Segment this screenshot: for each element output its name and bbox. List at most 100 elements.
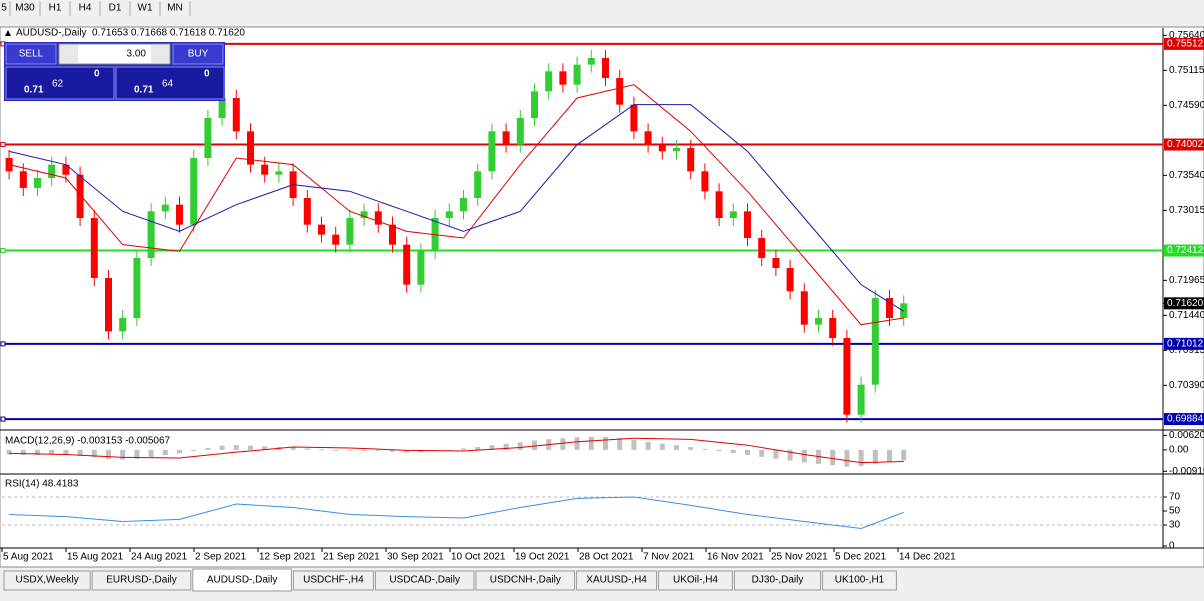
timeframe-button[interactable]: W1 [138,3,153,14]
tab-label[interactable]: UK100-,H1 [835,575,885,586]
candle-body [261,164,269,175]
candle-body [602,58,609,78]
buy-price-big[interactable]: 0.71 [134,85,154,96]
tab-label[interactable]: AUDUSD-,Daily [207,575,278,586]
macd-bar [801,449,807,463]
buy-price-box[interactable] [115,66,225,100]
timeframe-button[interactable]: 5 [1,3,7,14]
sell-price-box[interactable] [5,66,115,100]
timeframe-button[interactable]: H4 [79,3,92,14]
macd-bar [205,447,211,450]
tab[interactable] [658,570,733,591]
macd-bar [901,449,907,461]
tab[interactable] [91,570,192,591]
candle-body [474,171,482,198]
sell-price-big[interactable]: 0.71 [24,85,44,96]
candle-body [658,144,666,152]
macd-bar [77,449,83,456]
candle-body [715,191,723,218]
tab[interactable] [192,568,292,592]
tab[interactable] [475,570,576,591]
macd-bar [716,449,722,452]
candle-body [389,224,396,245]
tab[interactable] [3,570,91,591]
level-label: 0.71012 [1167,339,1204,350]
candle-body [190,158,198,225]
macd-bar [461,448,466,450]
buy-price-digits[interactable]: 64 [162,79,174,90]
macd-bar [489,445,495,450]
tab-label[interactable]: EURUSD-,Daily [106,575,177,586]
macd-bar [617,438,623,450]
macd-bar [191,449,197,452]
candle-body [460,198,467,212]
tab-label[interactable]: DJ30-,Daily [752,575,804,586]
candle-body [374,211,382,225]
x-tick-label: 10 Oct 2021 [451,552,506,563]
tab-label[interactable]: USDCAD-,Daily [389,575,460,586]
candle-body [105,278,112,332]
candle-body [729,211,737,218]
macd-bar [730,449,736,454]
y-tick-label: 50 [1169,506,1181,517]
macd-bar [6,449,12,455]
candle-body [488,131,496,172]
level-anchor [0,416,6,422]
timeframe-button[interactable]: D1 [109,3,122,14]
buy-price-sup[interactable]: 0 [204,69,210,80]
tab-label[interactable]: UKOil-,H4 [673,575,718,586]
timeframe-button[interactable]: M30 [15,3,35,14]
macd-bar [858,449,864,467]
y-tick-label: 0.70390 [1169,380,1204,391]
candle-body [843,338,851,415]
sell-price-digits[interactable]: 62 [52,79,64,90]
buy-label[interactable]: BUY [188,49,209,60]
level-label-box [1164,138,1204,151]
tab-label[interactable]: USDCNH-,Daily [490,575,561,586]
macd-bar [177,449,182,454]
timeframe-button[interactable]: H1 [49,3,62,14]
macd-bar [560,438,566,450]
macd-bar [759,449,765,457]
x-tick-label: 25 Nov 2021 [771,552,828,563]
sell-button[interactable] [5,43,57,65]
y-tick-label: 0.00620 [1169,430,1204,441]
lot-spin[interactable] [151,45,169,63]
y-tick-label: 70 [1169,492,1181,503]
candle-body [758,238,766,258]
y-tick-label: 30 [1169,520,1181,531]
sell-price-sup[interactable]: 0 [94,69,100,80]
macd-bar [63,449,69,455]
tab-label[interactable]: USDCHF-,H4 [303,575,364,586]
tab[interactable] [822,570,897,591]
level-label: 0.75512 [1167,39,1204,50]
sell-label[interactable]: SELL [19,49,44,60]
tab[interactable] [292,570,374,591]
candle-body [516,118,524,145]
tab[interactable] [374,570,475,591]
x-tick-label: 2 Sep 2021 [195,552,247,563]
macd-bar [248,445,253,450]
candle-body [360,211,368,218]
level-label: 0.72412 [1167,245,1204,256]
y-tick-label: 0.75115 [1169,65,1204,76]
y-tick-label: 0.71440 [1169,310,1204,321]
y-tick-label: 0.73015 [1169,205,1204,216]
tab[interactable] [576,570,658,591]
y-tick-label: 0.75640 [1169,30,1204,41]
lot-value[interactable]: 3.00 [127,49,147,60]
lot-input[interactable] [58,43,171,65]
tab-label[interactable]: XAUUSD-,H4 [586,575,647,586]
lot-spin[interactable] [60,45,78,63]
buy-button[interactable] [172,43,224,65]
tab-label[interactable]: USDX,Weekly [16,575,79,586]
timeframe-button[interactable]: MN [167,3,183,14]
x-tick-label: 19 Oct 2021 [515,552,570,563]
candle-body [587,58,595,65]
macd-bar [404,449,410,453]
tab[interactable] [733,570,822,591]
candle-body [48,164,56,178]
x-tick-label: 7 Nov 2021 [643,552,695,563]
candle-body [644,131,652,145]
candle-body [786,268,794,292]
